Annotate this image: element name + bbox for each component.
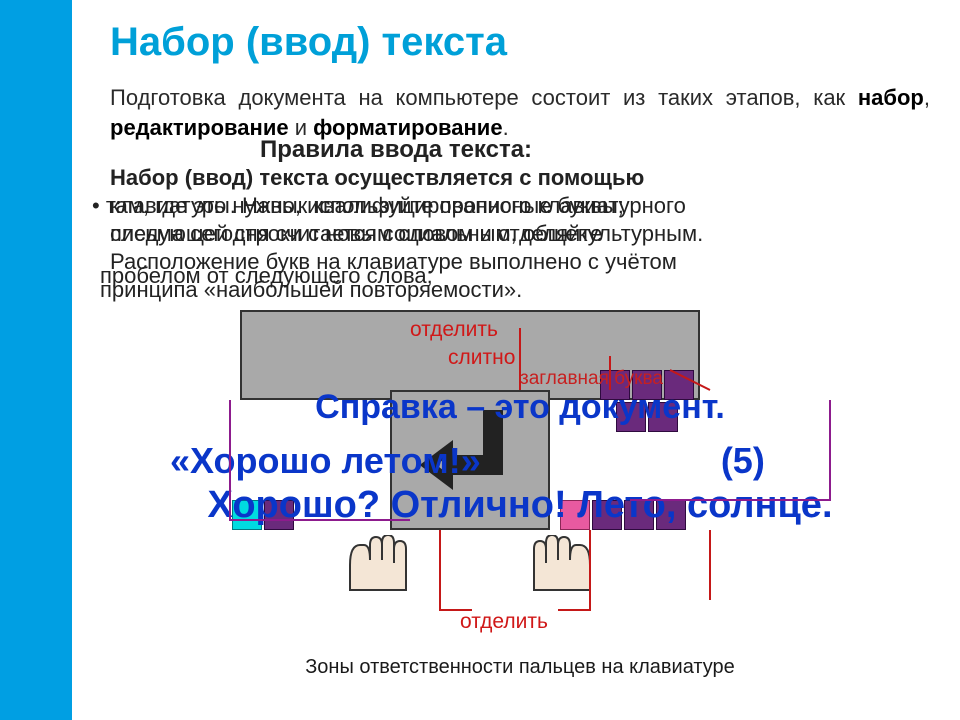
intro-bold-1: набор: [858, 85, 924, 110]
label-slitno: слитно: [448, 346, 515, 370]
left-hand-icon: [340, 535, 420, 595]
diagram-caption: Зоны ответственности пальцев на клавиату…: [200, 656, 840, 679]
label-zagl: заглавная буква: [520, 368, 663, 390]
example-line-2: «Хорошо летом!» (5): [110, 440, 930, 482]
rule-line-b: следующей строки с новым словом и отделя…: [110, 220, 602, 249]
label-otdelit-bottom: отделить: [460, 610, 548, 634]
right-hand-icon: [520, 535, 600, 595]
intro-prefix: Подготовка документа на компьютере состо…: [110, 85, 858, 110]
label-otdelit-top: отделить: [410, 318, 498, 342]
example-2a: «Хорошо летом!»: [170, 440, 481, 481]
left-stripe: [0, 0, 72, 720]
overlapping-text-region: Правила ввода текста: Набор (ввод) текст…: [110, 154, 930, 314]
example-2b: (5): [721, 440, 765, 481]
garbled-line-1: Набор (ввод) текста осуществляется с пом…: [110, 164, 910, 193]
content-area: Набор (ввод) текста Подготовка документа…: [110, 20, 930, 314]
page-title: Набор (ввод) текста: [110, 20, 930, 65]
example-line-3: Хорошо? Отлично! Лето, солнце.: [110, 484, 930, 527]
example-line-1: Справка – это документ.: [110, 388, 930, 427]
sub-heading: Правила ввода текста:: [260, 134, 532, 165]
garbled-line-2: клавиатуры. Навык квалифицированного кла…: [110, 192, 686, 221]
